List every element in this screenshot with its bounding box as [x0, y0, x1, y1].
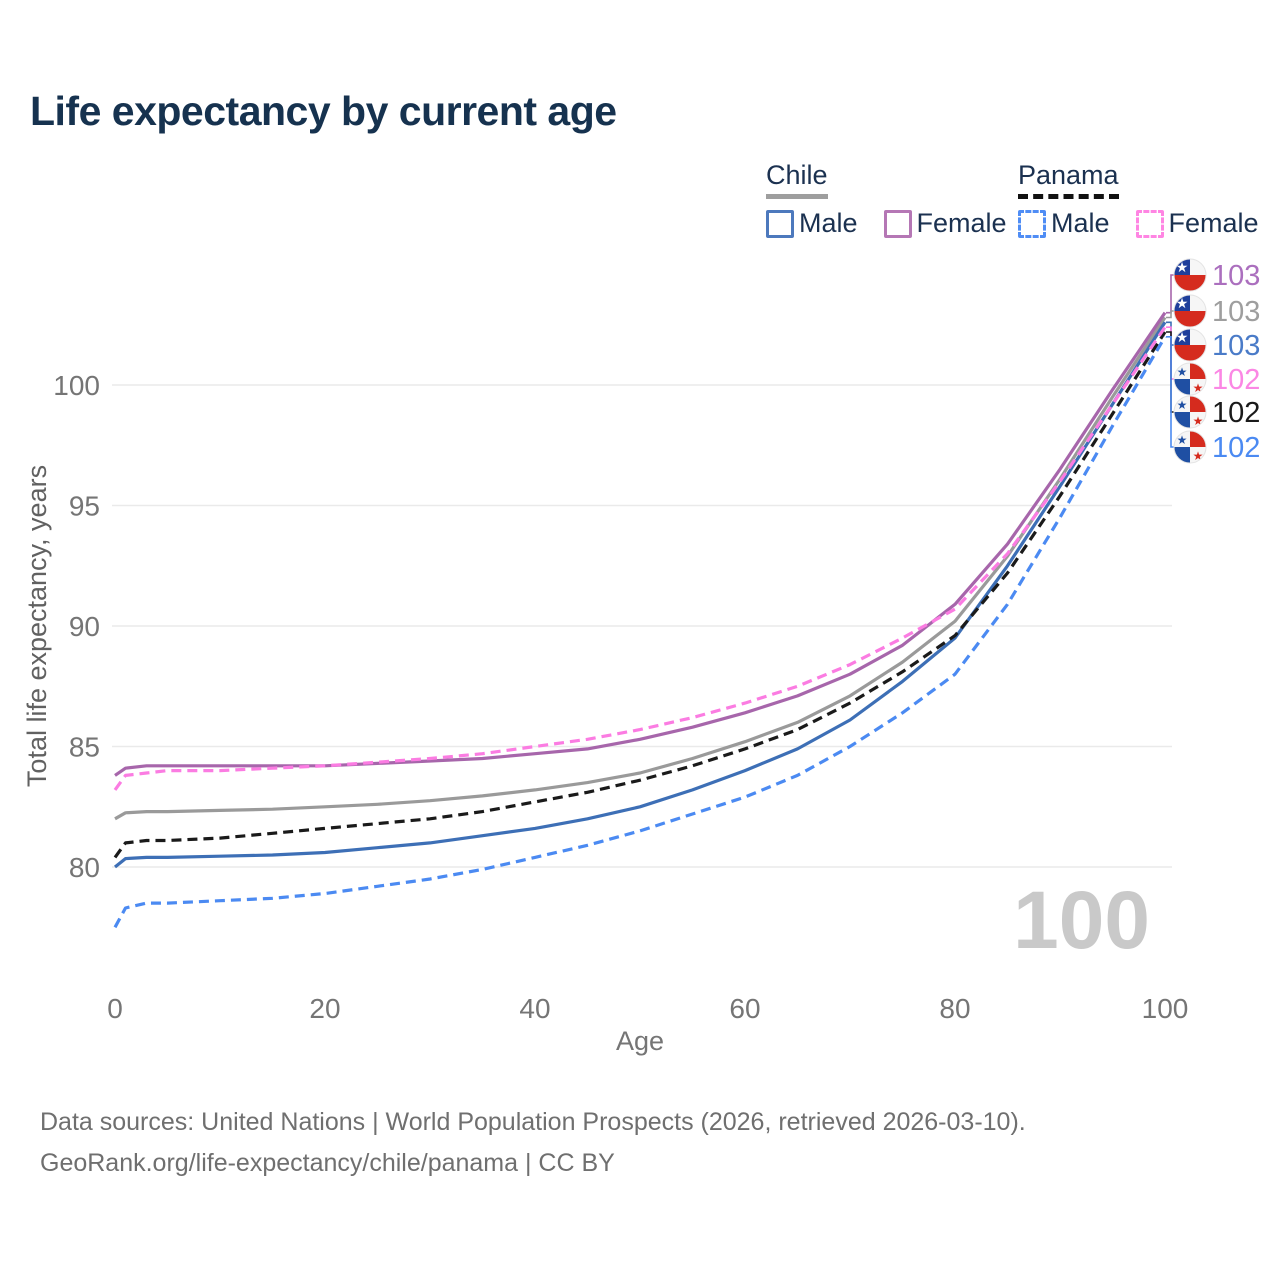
flag-icon-panama: ★★ — [1173, 430, 1207, 464]
end-label-connector-chile-both-sexes — [1166, 310, 1174, 319]
flag-icon-chile: ★ — [1173, 294, 1207, 328]
svg-text:★: ★ — [1177, 365, 1188, 379]
y-tick-label-80: 80 — [69, 852, 100, 883]
footer-source-line: Data sources: United Nations | World Pop… — [40, 1108, 1026, 1136]
footer-url-line: GeoRank.org/life-expectancy/chile/panama… — [40, 1149, 615, 1177]
legend-country-toggle-panama[interactable]: Panama — [1018, 160, 1119, 199]
svg-text:★: ★ — [1177, 433, 1188, 447]
legend-swatch-icon — [1135, 209, 1164, 238]
svg-text:★: ★ — [1193, 381, 1204, 395]
end-label-panama-both-sexes: 102 — [1212, 397, 1260, 429]
legend-solid-line-swatch — [766, 194, 828, 199]
legend-item-label: Female — [916, 208, 1007, 238]
svg-text:★: ★ — [1193, 449, 1204, 463]
svg-text:★: ★ — [1193, 414, 1204, 428]
series-line-panama-female — [113, 326, 1167, 791]
y-tick-label-85: 85 — [69, 732, 100, 763]
series-line-chile-male — [114, 321, 1167, 869]
end-label-connector-panama-female — [1166, 326, 1174, 380]
legend-swatch-icon — [766, 209, 794, 238]
flag-icon-panama: ★★ — [1173, 395, 1207, 429]
chart-legend: Chile Male Female Panama Male Female — [0, 160, 1280, 240]
svg-text:★: ★ — [1177, 398, 1188, 412]
flag-icon-chile: ★ — [1173, 258, 1207, 292]
legend-item-panama-female[interactable]: Female — [1135, 208, 1259, 239]
page-title: Life expectancy by current age — [30, 88, 617, 134]
x-axis-title: Age — [616, 1026, 664, 1056]
chart-footer: Data sources: United Nations | World Pop… — [40, 1102, 1240, 1184]
series-line-panama-both-sexes — [113, 331, 1167, 859]
end-label-connector-chile-male — [1166, 321, 1174, 346]
legend-item-panama-male[interactable]: Male — [1018, 208, 1110, 239]
x-tick-label-0: 0 — [107, 993, 123, 1024]
end-label-connector-panama-both-sexes — [1166, 331, 1174, 413]
x-tick-label-40: 40 — [519, 993, 550, 1024]
y-tick-label-100: 100 — [53, 370, 100, 401]
series-line-chile-female — [114, 311, 1167, 777]
legend-group-chile: Chile Male Female — [766, 160, 1007, 239]
legend-group-panama: Panama Male Female — [1018, 160, 1259, 239]
legend-dashed-line-swatch — [1018, 194, 1119, 199]
end-label-chile-female: 103 — [1212, 260, 1260, 292]
end-label-connector-panama-male — [1166, 336, 1174, 448]
legend-item-label: Female — [1168, 208, 1259, 238]
y-axis-title: Total life expectancy, years — [22, 465, 52, 787]
x-tick-label-60: 60 — [729, 993, 760, 1024]
legend-item-chile-female[interactable]: Female — [883, 208, 1007, 239]
x-tick-label-100: 100 — [1142, 993, 1189, 1024]
end-label-chile-both-sexes: 103 — [1212, 296, 1260, 328]
x-tick-label-20: 20 — [309, 993, 340, 1024]
flag-icon-chile: ★ — [1173, 328, 1207, 362]
legend-country-toggle-chile[interactable]: Chile — [766, 160, 828, 199]
series-line-chile-both-sexes — [114, 316, 1167, 821]
y-tick-label-95: 95 — [69, 491, 100, 522]
series-line-panama-male — [113, 335, 1167, 929]
age-watermark: 100 — [1013, 875, 1150, 966]
flag-icon-panama: ★★ — [1173, 362, 1207, 396]
x-tick-label-80: 80 — [939, 993, 970, 1024]
legend-country-label: Chile — [766, 160, 828, 190]
legend-item-chile-male[interactable]: Male — [766, 208, 858, 239]
end-label-panama-male: 102 — [1212, 432, 1260, 464]
legend-swatch-icon — [883, 209, 912, 238]
y-tick-label-90: 90 — [69, 611, 100, 642]
legend-swatch-icon — [1018, 209, 1046, 238]
end-label-connector-chile-female — [1166, 274, 1174, 314]
legend-item-label: Male — [1051, 208, 1110, 238]
end-label-chile-male: 103 — [1212, 330, 1260, 362]
legend-country-label: Panama — [1018, 160, 1119, 190]
end-label-panama-female: 102 — [1212, 364, 1260, 396]
legend-item-label: Male — [799, 208, 858, 238]
